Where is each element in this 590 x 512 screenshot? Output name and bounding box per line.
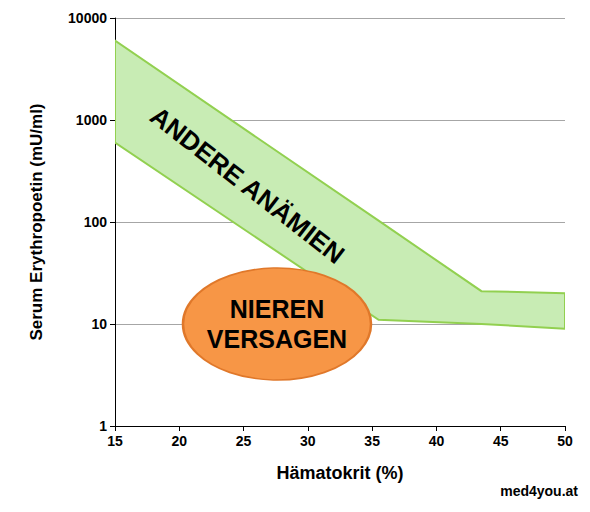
svg-text:25: 25 (236, 433, 252, 449)
svg-text:1000: 1000 (76, 112, 107, 128)
svg-text:10: 10 (91, 316, 107, 332)
svg-text:30: 30 (300, 433, 316, 449)
svg-text:100: 100 (84, 214, 108, 230)
svg-text:VERSAGEN: VERSAGEN (207, 325, 347, 353)
svg-text:NIEREN: NIEREN (230, 295, 324, 323)
svg-text:15: 15 (107, 433, 123, 449)
svg-text:med4you.at: med4you.at (500, 483, 578, 499)
svg-text:40: 40 (429, 433, 445, 449)
svg-text:10000: 10000 (68, 10, 107, 26)
svg-text:Hämatokrit (%): Hämatokrit (%) (276, 463, 403, 483)
svg-text:1: 1 (99, 418, 107, 434)
svg-text:Serum Erythropoetin (mU/ml): Serum Erythropoetin (mU/ml) (27, 103, 46, 340)
svg-text:ANDERE ANÄMIEN: ANDERE ANÄMIEN (145, 101, 351, 270)
svg-text:50: 50 (557, 433, 573, 449)
svg-text:45: 45 (493, 433, 509, 449)
svg-text:20: 20 (171, 433, 187, 449)
svg-text:35: 35 (364, 433, 380, 449)
